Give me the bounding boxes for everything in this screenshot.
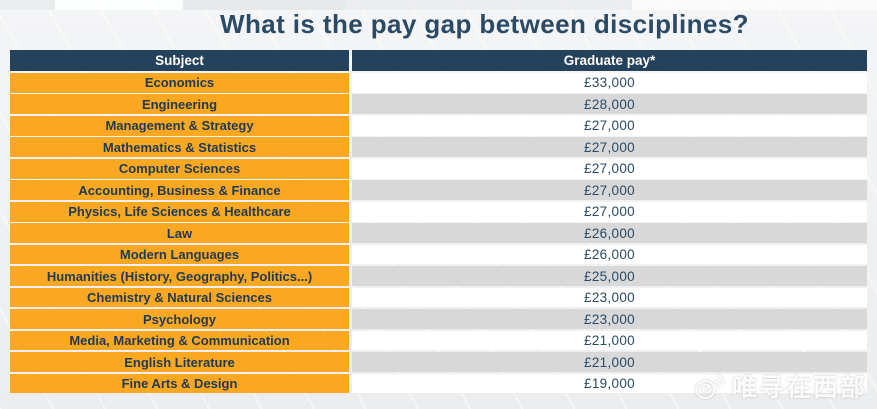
table-row: English Literature £21,000 xyxy=(10,352,867,372)
subject-cell: Computer Sciences xyxy=(10,158,349,179)
subject-cell: Physics, Life Sciences & Healthcare xyxy=(10,201,349,222)
pay-cell: £27,000 xyxy=(352,137,867,158)
table-row: Humanities (History, Geography, Politics… xyxy=(10,266,867,286)
subject-cell: English Literature xyxy=(10,352,349,372)
table-row: Modern Languages £26,000 xyxy=(10,244,867,265)
table-body: Economics £33,000 Engineering £28,000 Ma… xyxy=(10,73,867,394)
pay-cell: £26,000 xyxy=(352,244,867,265)
subject-cell: Law xyxy=(10,223,349,243)
page-title: What is the pay gap between disciplines? xyxy=(220,9,749,39)
table-row: Mathematics & Statistics £27,000 xyxy=(10,137,867,158)
subject-cell: Economics xyxy=(10,73,349,93)
table-row: Engineering £28,000 xyxy=(10,94,867,115)
table-row: Accounting, Business & Finance £27,000 xyxy=(10,180,867,201)
subject-cell: Chemistry & Natural Sciences xyxy=(10,287,349,308)
pay-cell: £27,000 xyxy=(352,115,867,136)
pay-cell: £21,000 xyxy=(352,352,867,372)
column-header-graduate-pay: Graduate pay* xyxy=(352,50,867,71)
table-row: Economics £33,000 xyxy=(10,73,867,93)
subject-cell: Modern Languages xyxy=(10,244,349,265)
table-header-row: Subject Graduate pay* xyxy=(10,50,867,71)
pay-cell: £33,000 xyxy=(352,73,867,93)
table-row: Management & Strategy £27,000 xyxy=(10,115,867,136)
table-row: Law £26,000 xyxy=(10,223,867,243)
table-row: Computer Sciences £27,000 xyxy=(10,158,867,179)
subject-cell: Psychology xyxy=(10,309,349,329)
table-row: Psychology £23,000 xyxy=(10,309,867,329)
pay-cell: £28,000 xyxy=(352,94,867,115)
screenshot-edge-artifact xyxy=(0,0,877,10)
subject-cell: Mathematics & Statistics xyxy=(10,137,349,158)
subject-cell: Media, Marketing & Communication xyxy=(10,330,349,351)
subject-cell: Fine Arts & Design xyxy=(10,373,349,394)
pay-cell: £26,000 xyxy=(352,223,867,243)
pay-cell: £27,000 xyxy=(352,158,867,179)
pay-gap-table: Subject Graduate pay* Economics £33,000 … xyxy=(10,50,867,395)
subject-cell: Management & Strategy xyxy=(10,115,349,136)
column-header-subject: Subject xyxy=(10,50,349,71)
pay-cell: £25,000 xyxy=(352,266,867,286)
subject-cell: Humanities (History, Geography, Politics… xyxy=(10,266,349,286)
pay-cell: £19,000 xyxy=(352,373,867,394)
table-row: Fine Arts & Design £19,000 xyxy=(10,373,867,394)
table-row: Media, Marketing & Communication £21,000 xyxy=(10,330,867,351)
subject-cell: Engineering xyxy=(10,94,349,115)
subject-cell: Accounting, Business & Finance xyxy=(10,180,349,201)
pay-cell: £27,000 xyxy=(352,201,867,222)
table-row: Chemistry & Natural Sciences £23,000 xyxy=(10,287,867,308)
table-row: Physics, Life Sciences & Healthcare £27,… xyxy=(10,201,867,222)
pay-cell: £23,000 xyxy=(352,309,867,329)
pay-cell: £23,000 xyxy=(352,287,867,308)
pay-cell: £27,000 xyxy=(352,180,867,201)
pay-cell: £21,000 xyxy=(352,330,867,351)
